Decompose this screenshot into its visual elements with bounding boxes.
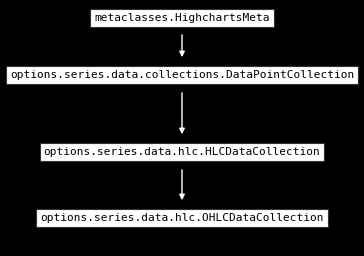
Text: options.series.data.hlc.HLCDataCollection: options.series.data.hlc.HLCDataCollectio… [44, 147, 320, 157]
Text: options.series.data.collections.DataPointCollection: options.series.data.collections.DataPoin… [10, 70, 354, 80]
Text: metaclasses.HighchartsMeta: metaclasses.HighchartsMeta [94, 13, 270, 23]
Text: options.series.data.hlc.OHLCDataCollection: options.series.data.hlc.OHLCDataCollecti… [40, 213, 324, 223]
